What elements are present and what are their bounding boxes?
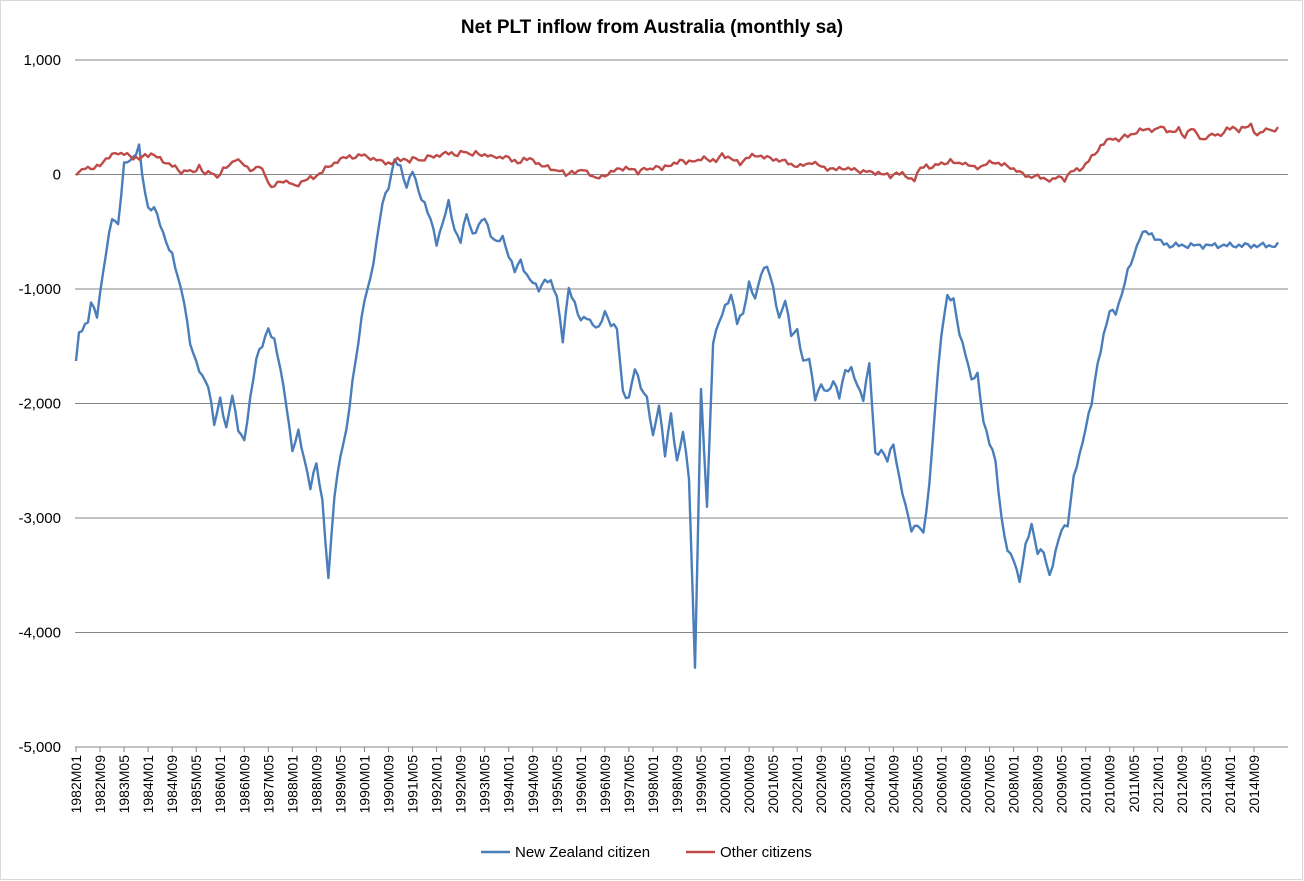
x-tick-label: 2008M01 (1006, 755, 1022, 814)
x-tick-label: 2014M01 (1222, 755, 1238, 814)
x-tick-label: 1990M09 (381, 755, 397, 814)
x-tick-label: 1984M01 (140, 755, 156, 814)
x-tick-label: 2007M05 (982, 755, 998, 814)
x-tick-label: 2012M01 (1150, 755, 1166, 814)
series-lines (74, 122, 1279, 669)
x-tick-label: 1991M05 (405, 755, 421, 814)
y-tick-label: -1,000 (18, 281, 61, 298)
y-tick-label: -3,000 (18, 510, 61, 527)
x-tick-label: 2006M01 (933, 755, 949, 814)
x-tick-label: 1995M05 (549, 755, 565, 814)
x-axis: 1982M01 1982M09 1983M05 1984M01 1984M09 1985M… (68, 746, 1288, 814)
y-tick-label: 1,000 (23, 52, 61, 69)
x-tick-label: 2012M09 (1174, 755, 1190, 814)
x-tick-label: 2004M09 (885, 755, 901, 814)
chart-title: Net PLT inflow from Australia (monthly s… (461, 17, 843, 38)
y-tick-label: -5,000 (18, 739, 61, 756)
x-tick-label: 2009M05 (1054, 755, 1070, 814)
x-tick-label: 2002M01 (789, 755, 805, 814)
x-tick-label: 1997M05 (621, 755, 637, 814)
x-tick-label: 1986M01 (212, 755, 228, 814)
x-tick-label: 2010M09 (1102, 755, 1118, 814)
x-tick-label: 1992M09 (453, 755, 469, 814)
x-tick-label: 1998M09 (669, 755, 685, 814)
x-tick-label: 2011M05 (1126, 755, 1142, 813)
y-tick-label: -4,000 (18, 625, 61, 642)
x-tick-label: 1994M01 (501, 755, 517, 814)
x-tick-label: 2001M05 (765, 755, 781, 814)
x-tick-label: 2002M09 (813, 755, 829, 814)
x-tick-label: 1986M09 (236, 755, 252, 814)
x-tick-label: 2014M09 (1246, 755, 1262, 814)
x-tick-label: 1982M01 (68, 755, 84, 814)
x-tick-label: 1996M09 (597, 755, 613, 814)
x-tick-label: 2004M01 (861, 755, 877, 814)
x-tick-label: 1985M05 (188, 755, 204, 814)
x-tick-label: 2013M05 (1198, 755, 1214, 814)
x-tick-label: 1984M09 (164, 755, 180, 814)
legend-label: New Zealand citizen (515, 844, 650, 861)
legend-label: Other citizens (720, 844, 812, 861)
x-tick-label: 1994M09 (525, 755, 541, 814)
y-tick-label: 0 (53, 167, 61, 184)
x-tick-label: 1987M05 (260, 755, 276, 814)
x-tick-label: 1983M05 (116, 755, 132, 814)
x-tick-label: 1988M09 (308, 755, 324, 814)
series-line-other-citizens (75, 122, 1279, 189)
x-tick-label: 2000M09 (741, 755, 757, 814)
x-tick-label: 2005M05 (909, 755, 925, 814)
x-tick-label: 2000M01 (717, 755, 733, 814)
y-axis: 1,000 0 -1,000 -2,000 -3,000 -4,000 -5,000 (18, 52, 61, 756)
x-tick-label: 1996M01 (573, 755, 589, 814)
x-tick-label: 1999M05 (693, 755, 709, 814)
x-tick-label: 1990M01 (356, 755, 372, 814)
x-tick-label: 1998M01 (645, 755, 661, 814)
x-tick-label: 2010M01 (1078, 755, 1094, 814)
legend: New Zealand citizen Other citizens (481, 844, 812, 861)
y-tick-label: -2,000 (18, 396, 61, 413)
x-tick-label: 1989M05 (332, 755, 348, 814)
x-tick-label: 1988M01 (284, 755, 300, 814)
x-tick-label: 2008M09 (1030, 755, 1046, 814)
x-tick-label: 1982M09 (92, 755, 108, 814)
x-tick-label: 1992M01 (429, 755, 445, 814)
x-tick-label: 2003M05 (837, 755, 853, 814)
series-line-new-zealand-citizen (74, 143, 1279, 669)
x-tick-label: 1993M05 (477, 755, 493, 814)
x-tick-label: 2006M09 (957, 755, 973, 814)
